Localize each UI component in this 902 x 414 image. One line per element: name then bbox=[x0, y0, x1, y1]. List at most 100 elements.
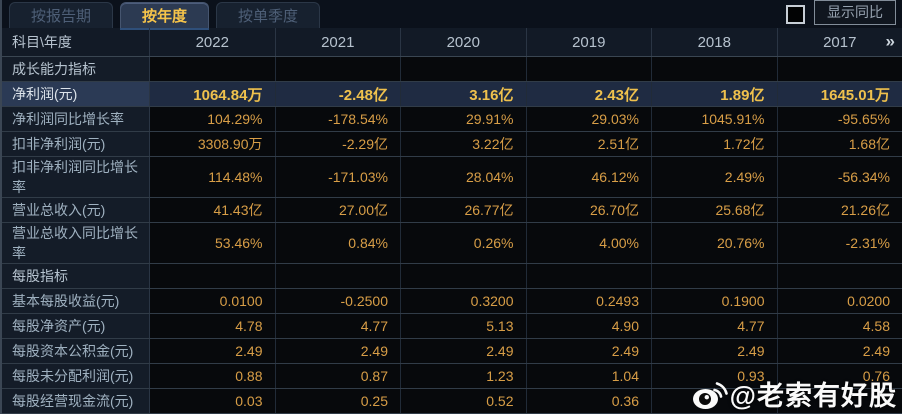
value-cell: 2.49% bbox=[652, 157, 778, 197]
tab-annual[interactable]: 按年度 bbox=[120, 2, 210, 28]
value-cell: 0.1900 bbox=[652, 289, 778, 313]
value-cell bbox=[652, 389, 778, 413]
corner-header: 科目\年度 bbox=[2, 28, 150, 56]
table-row[interactable]: 扣非净利润(元) 3308.90万 -2.29亿 3.22亿 2.51亿 1.72亿 1.6… bbox=[2, 132, 902, 157]
value-cell: 104.29% bbox=[150, 107, 276, 131]
table-row[interactable]: 扣非净利润同比增长率 114.48% -171.03% 28.04% 46.12% 2.4… bbox=[2, 157, 902, 198]
value-cell: 0.26% bbox=[401, 223, 527, 263]
year-label: 2020 bbox=[446, 33, 480, 51]
row-label: 营业总收入(元) bbox=[2, 198, 150, 222]
value-cell: 3308.90万 bbox=[150, 132, 276, 156]
row-label: 每股未分配利润(元) bbox=[2, 364, 150, 388]
table-row[interactable]: 每股经营现金流(元) 0.03 0.25 0.52 0.36 bbox=[2, 389, 902, 414]
year-header-2019: 2019 bbox=[527, 28, 652, 56]
value-cell bbox=[275, 264, 401, 288]
value-cell bbox=[150, 264, 276, 288]
value-cell: 4.90 bbox=[526, 314, 652, 338]
table-row[interactable]: 营业总收入(元) 41.43亿 27.00亿 26.77亿 26.70亿 25.68亿 21… bbox=[2, 198, 902, 223]
value-cell: 0.84% bbox=[275, 223, 401, 263]
value-cell: 26.70亿 bbox=[526, 198, 652, 222]
value-cell bbox=[777, 389, 902, 413]
value-cell: 26.77亿 bbox=[401, 198, 527, 222]
value-cell bbox=[526, 264, 652, 288]
value-cell: 41.43亿 bbox=[150, 198, 276, 222]
value-cell: -0.2500 bbox=[275, 289, 401, 313]
table-row[interactable]: 基本每股收益(元) 0.0100 -0.2500 0.3200 0.2493 0.1900… bbox=[2, 289, 902, 314]
value-cell: 28.04% bbox=[401, 157, 527, 197]
value-cell: 0.52 bbox=[401, 389, 527, 413]
value-cell bbox=[150, 57, 276, 81]
value-cell: 2.51亿 bbox=[526, 132, 652, 156]
value-cell: 2.49 bbox=[652, 339, 778, 363]
row-label: 每股经营现金流(元) bbox=[2, 389, 150, 413]
tab-report-period[interactable]: 按报告期 bbox=[9, 2, 114, 28]
value-cell: 1.04 bbox=[526, 364, 652, 388]
value-cell: 2.49 bbox=[526, 339, 652, 363]
year-header-2018: 2018 bbox=[652, 28, 778, 56]
table-row[interactable]: 净利润同比增长率 104.29% -178.54% 29.91% 29.03% 1045.… bbox=[2, 107, 902, 132]
table-row[interactable]: 净利润(元) 1064.84万 -2.48亿 3.16亿 2.43亿 1.89亿 1645.… bbox=[2, 82, 902, 107]
value-cell: 1045.91% bbox=[652, 107, 778, 131]
table-row[interactable]: 每股未分配利润(元) 0.88 0.87 1.23 1.04 0.93 0.76 bbox=[2, 364, 902, 389]
table-row[interactable]: 每股资本公积金(元) 2.49 2.49 2.49 2.49 2.49 2.49 bbox=[2, 339, 902, 364]
value-cell: 0.0100 bbox=[150, 289, 276, 313]
value-cell bbox=[652, 57, 778, 81]
financial-table: 科目\年度 2022 2021 2020 2019 2018 2017 » 成长能力指标 净利… bbox=[2, 28, 902, 414]
section-row[interactable]: 每股指标 bbox=[2, 264, 902, 289]
year-label: 2018 bbox=[697, 33, 731, 51]
value-cell: 4.77 bbox=[275, 314, 401, 338]
value-cell: 2.43亿 bbox=[526, 82, 652, 106]
year-header-2017: 2017 » bbox=[778, 28, 902, 56]
value-cell bbox=[777, 57, 902, 81]
year-label: 2022 bbox=[195, 33, 229, 51]
year-header-2020: 2020 bbox=[401, 28, 527, 56]
value-cell bbox=[777, 264, 902, 288]
year-header-2022: 2022 bbox=[150, 28, 276, 56]
row-label: 净利润(元) bbox=[2, 82, 150, 106]
value-cell: 0.76 bbox=[777, 364, 902, 388]
value-cell: 27.00亿 bbox=[275, 198, 401, 222]
value-cell bbox=[401, 264, 527, 288]
value-cell: 0.93 bbox=[652, 364, 778, 388]
row-label: 每股资本公积金(元) bbox=[2, 339, 150, 363]
value-cell: 29.91% bbox=[401, 107, 527, 131]
value-cell: 3.22亿 bbox=[401, 132, 527, 156]
period-tabbar: 按报告期 按年度 按单季度 显示同比 bbox=[2, 0, 902, 28]
value-cell: 2.49 bbox=[777, 339, 902, 363]
more-years-icon[interactable]: » bbox=[885, 31, 895, 51]
row-label: 基本每股收益(元) bbox=[2, 289, 150, 313]
value-cell: 0.0200 bbox=[777, 289, 902, 313]
table-row[interactable]: 营业总收入同比增长率 53.46% 0.84% 0.26% 4.00% 20.76% -2.… bbox=[2, 223, 902, 264]
value-cell: -95.65% bbox=[777, 107, 902, 131]
show-yoy-button[interactable]: 显示同比 bbox=[814, 0, 896, 25]
value-cell: 21.26亿 bbox=[777, 198, 902, 222]
value-cell bbox=[401, 57, 527, 81]
value-cell: 4.78 bbox=[150, 314, 276, 338]
value-cell: 1645.01万 bbox=[777, 82, 902, 106]
section-row[interactable]: 成长能力指标 bbox=[2, 57, 902, 82]
row-label: 每股净资产(元) bbox=[2, 314, 150, 338]
value-cell: 5.13 bbox=[401, 314, 527, 338]
year-label: 2019 bbox=[572, 33, 606, 51]
value-cell: -171.03% bbox=[275, 157, 401, 197]
value-cell: -2.48亿 bbox=[275, 82, 401, 106]
row-label: 每股指标 bbox=[2, 264, 150, 288]
table-row[interactable]: 每股净资产(元) 4.78 4.77 5.13 4.90 4.77 4.58 bbox=[2, 314, 902, 339]
show-yoy-checkbox[interactable] bbox=[786, 5, 805, 24]
value-cell: 4.77 bbox=[652, 314, 778, 338]
value-cell: 3.16亿 bbox=[401, 82, 527, 106]
value-cell: 1.68亿 bbox=[777, 132, 902, 156]
value-cell: -178.54% bbox=[275, 107, 401, 131]
value-cell: 2.49 bbox=[401, 339, 527, 363]
row-label: 成长能力指标 bbox=[2, 57, 150, 81]
value-cell: -2.29亿 bbox=[275, 132, 401, 156]
value-cell: 0.3200 bbox=[401, 289, 527, 313]
value-cell: 1064.84万 bbox=[150, 82, 276, 106]
row-label: 净利润同比增长率 bbox=[2, 107, 150, 131]
year-header-2021: 2021 bbox=[276, 28, 401, 56]
year-label: 2021 bbox=[321, 33, 355, 51]
value-cell: 29.03% bbox=[526, 107, 652, 131]
value-cell: 1.23 bbox=[401, 364, 527, 388]
tab-single-quarter[interactable]: 按单季度 bbox=[216, 2, 321, 28]
